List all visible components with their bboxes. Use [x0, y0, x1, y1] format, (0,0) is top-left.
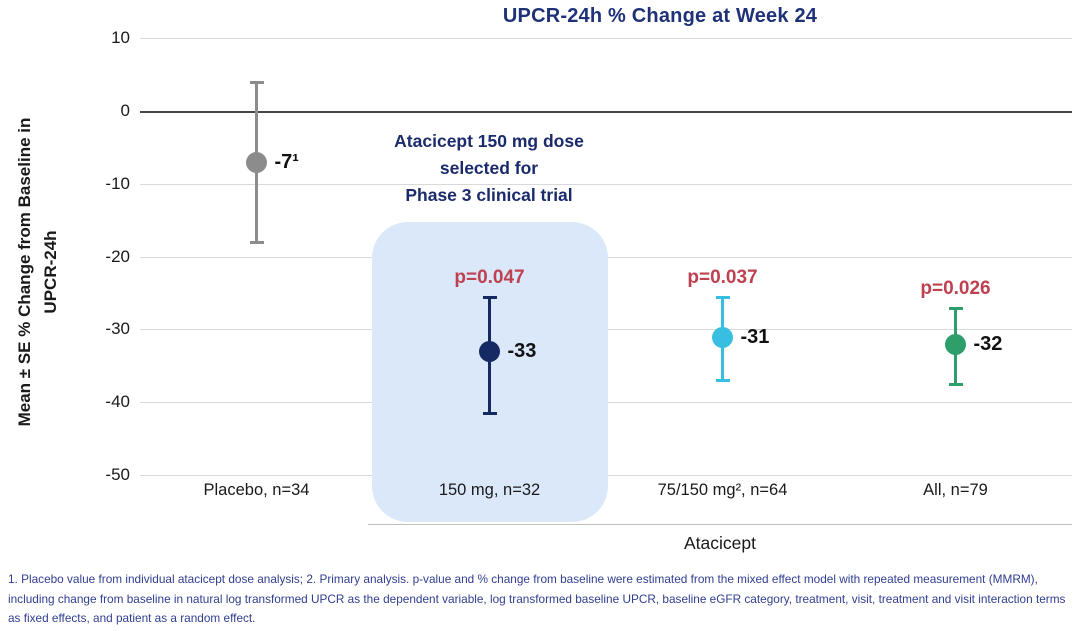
- annotation-callout: Atacicept 150 mg dose selected for Phase…: [349, 128, 629, 209]
- p-value-label: p=0.037: [687, 267, 758, 288]
- error-bar-cap-top: [948, 306, 963, 310]
- error-bar-cap-bottom: [249, 240, 264, 244]
- value-label: -31: [740, 326, 770, 348]
- atacicept-group-line: [368, 524, 1072, 525]
- data-point: [945, 333, 966, 355]
- atacicept-group-label: Atacicept: [684, 533, 756, 553]
- gridline: [140, 38, 1072, 39]
- x-category-label: All, n=79: [923, 481, 988, 499]
- p-value-label: p=0.047: [454, 267, 525, 288]
- value-label: -33: [507, 340, 537, 362]
- error-bar-cap-bottom: [948, 382, 963, 386]
- y-tick-label: -10: [105, 174, 130, 193]
- y-tick-label: -30: [105, 319, 130, 338]
- error-bar-cap-top: [482, 295, 497, 299]
- zero-axis-line: [140, 111, 1072, 113]
- y-tick-label: -20: [105, 247, 130, 266]
- chart-title: UPCR-24h % Change at Week 24: [502, 5, 818, 27]
- value-label: -32: [973, 333, 1003, 355]
- annotation-line2: selected for: [439, 158, 539, 178]
- y-tick-label: -40: [105, 392, 130, 411]
- value-label: -7¹: [274, 151, 299, 173]
- gridline: [140, 184, 1072, 185]
- p-value-label: p=0.026: [920, 278, 991, 299]
- error-bar-cap-top: [715, 295, 730, 299]
- x-category-label: 75/150 mg², n=64: [657, 481, 788, 499]
- annotation-line3: Phase 3 clinical trial: [405, 185, 573, 205]
- x-category-label: Placebo, n=34: [203, 481, 310, 499]
- x-category-label: 150 mg, n=32: [438, 481, 541, 499]
- y-axis-title: Mean ± SE % Change from Baseline in UPCR…: [12, 62, 68, 482]
- data-point: [479, 340, 500, 362]
- error-bar-cap-bottom: [482, 411, 497, 415]
- data-point: [712, 326, 733, 348]
- annotation-line1: Atacicept 150 mg dose: [394, 131, 584, 151]
- error-bar-cap-top: [249, 80, 264, 84]
- footnote: 1. Placebo value from individual atacice…: [8, 572, 1066, 625]
- y-axis-title-line1: Mean ± SE % Change from Baseline in: [15, 117, 34, 427]
- data-point: [246, 151, 267, 173]
- y-tick-label: -50: [105, 465, 130, 484]
- error-bar-cap-bottom: [715, 378, 730, 382]
- y-tick-label: 0: [120, 101, 130, 120]
- y-tick-label: 10: [111, 28, 130, 47]
- y-axis-title-line2: UPCR-24h: [41, 230, 60, 314]
